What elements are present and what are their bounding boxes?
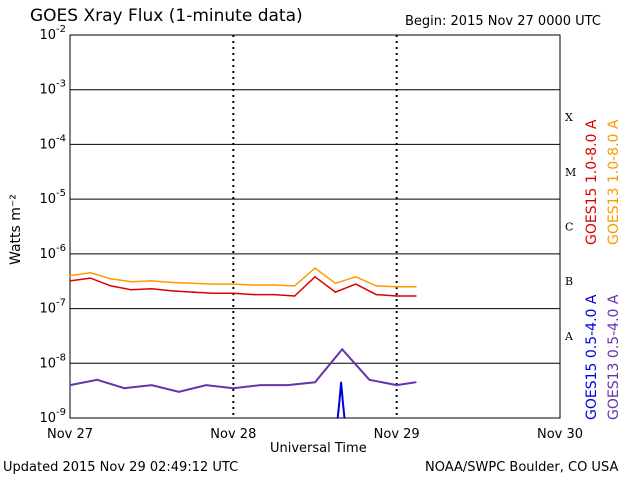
data-point [232, 387, 235, 390]
data-point [355, 276, 357, 278]
credit-label: NOAA/SWPC Boulder, CO USA [425, 460, 619, 475]
plot-frame [69, 34, 561, 419]
data-point [150, 280, 153, 282]
data-point [395, 295, 398, 297]
data-point [415, 295, 417, 297]
data-point [293, 285, 296, 287]
data-point [171, 290, 173, 292]
data-point [415, 381, 417, 384]
data-point [314, 381, 316, 384]
data-point [69, 274, 71, 277]
data-point [341, 400, 344, 403]
data-point [232, 292, 235, 295]
begin-time-label: Begin: 2015 Nov 27 0000 UTC [405, 14, 601, 29]
data-point [69, 280, 71, 282]
series-line [69, 267, 416, 288]
data-point [110, 278, 112, 280]
x-tick-label: Nov 29 [374, 427, 420, 442]
data-point [130, 289, 133, 291]
x-tick-label: Nov 30 [537, 427, 583, 442]
data-point [191, 291, 194, 293]
data-point [212, 292, 214, 295]
y-tick-label: 10-5 [39, 188, 66, 207]
data-point [340, 381, 342, 384]
data-point [123, 387, 126, 390]
data-point [252, 293, 255, 296]
data-point [314, 276, 316, 278]
data-point [178, 391, 180, 393]
data-point [89, 277, 92, 279]
y-tick-label: 10-9 [39, 407, 66, 426]
series-line [69, 347, 416, 393]
legend-goes15-short: GOES15 0.5-4.0 A [584, 294, 600, 420]
x-axis-title: Universal Time [270, 441, 367, 456]
data-point [395, 285, 398, 288]
updated-timestamp: Updated 2015 Nov 29 02:49:12 UTC [3, 460, 239, 475]
data-point [150, 384, 153, 386]
data-point [314, 267, 316, 269]
y-tick-label: 10-8 [39, 352, 66, 371]
data-point [69, 384, 71, 386]
data-point [273, 284, 275, 286]
data-point [368, 378, 371, 381]
data-point [150, 287, 153, 290]
data-point [334, 291, 337, 293]
legend-goes15-long: GOES15 1.0-8.0 A [584, 119, 600, 245]
data-point [375, 285, 378, 287]
data-point [171, 281, 173, 284]
flare-class-label: C [565, 221, 573, 234]
x-tick-label: Nov 27 [47, 427, 93, 442]
data-point [110, 285, 112, 287]
y-tick-label: 10-2 [39, 24, 66, 43]
data-point [273, 293, 275, 296]
y-tick-label: 10-4 [39, 133, 66, 152]
data-point [205, 384, 207, 386]
data-point [232, 283, 235, 285]
data-point [130, 280, 133, 283]
y-tick-label: 10-7 [39, 298, 66, 317]
data-point [355, 283, 357, 285]
legend-goes13-short: GOES13 0.5-4.0 A [606, 294, 622, 420]
data-point [259, 384, 262, 386]
x-tick-label: Nov 28 [210, 427, 256, 442]
data-point [191, 282, 194, 285]
data-point [212, 283, 214, 285]
series-line [69, 275, 416, 297]
flare-class-label: B [565, 275, 573, 288]
data-point [415, 285, 417, 288]
data-point [89, 272, 92, 274]
flare-class-label: A [564, 330, 574, 343]
data-point [286, 384, 289, 386]
y-tick-label: 10-3 [39, 79, 66, 98]
y-tick-label: 10-6 [39, 243, 66, 262]
legend-goes13-long: GOES13 1.0-8.0 A [606, 119, 622, 245]
data-point [96, 378, 99, 381]
data-point [252, 284, 255, 286]
data-point [293, 295, 296, 297]
data-point [375, 293, 378, 296]
data-point [343, 417, 346, 419]
series-line [336, 382, 346, 419]
chart-title: GOES Xray Flux (1-minute data) [30, 6, 303, 26]
data-point [338, 400, 341, 403]
data-point [341, 348, 344, 351]
flare-class-label: M [565, 166, 576, 179]
data-point [395, 384, 398, 386]
data-point [336, 417, 339, 419]
flare-class-label: X [565, 111, 573, 124]
data-point [334, 282, 337, 285]
